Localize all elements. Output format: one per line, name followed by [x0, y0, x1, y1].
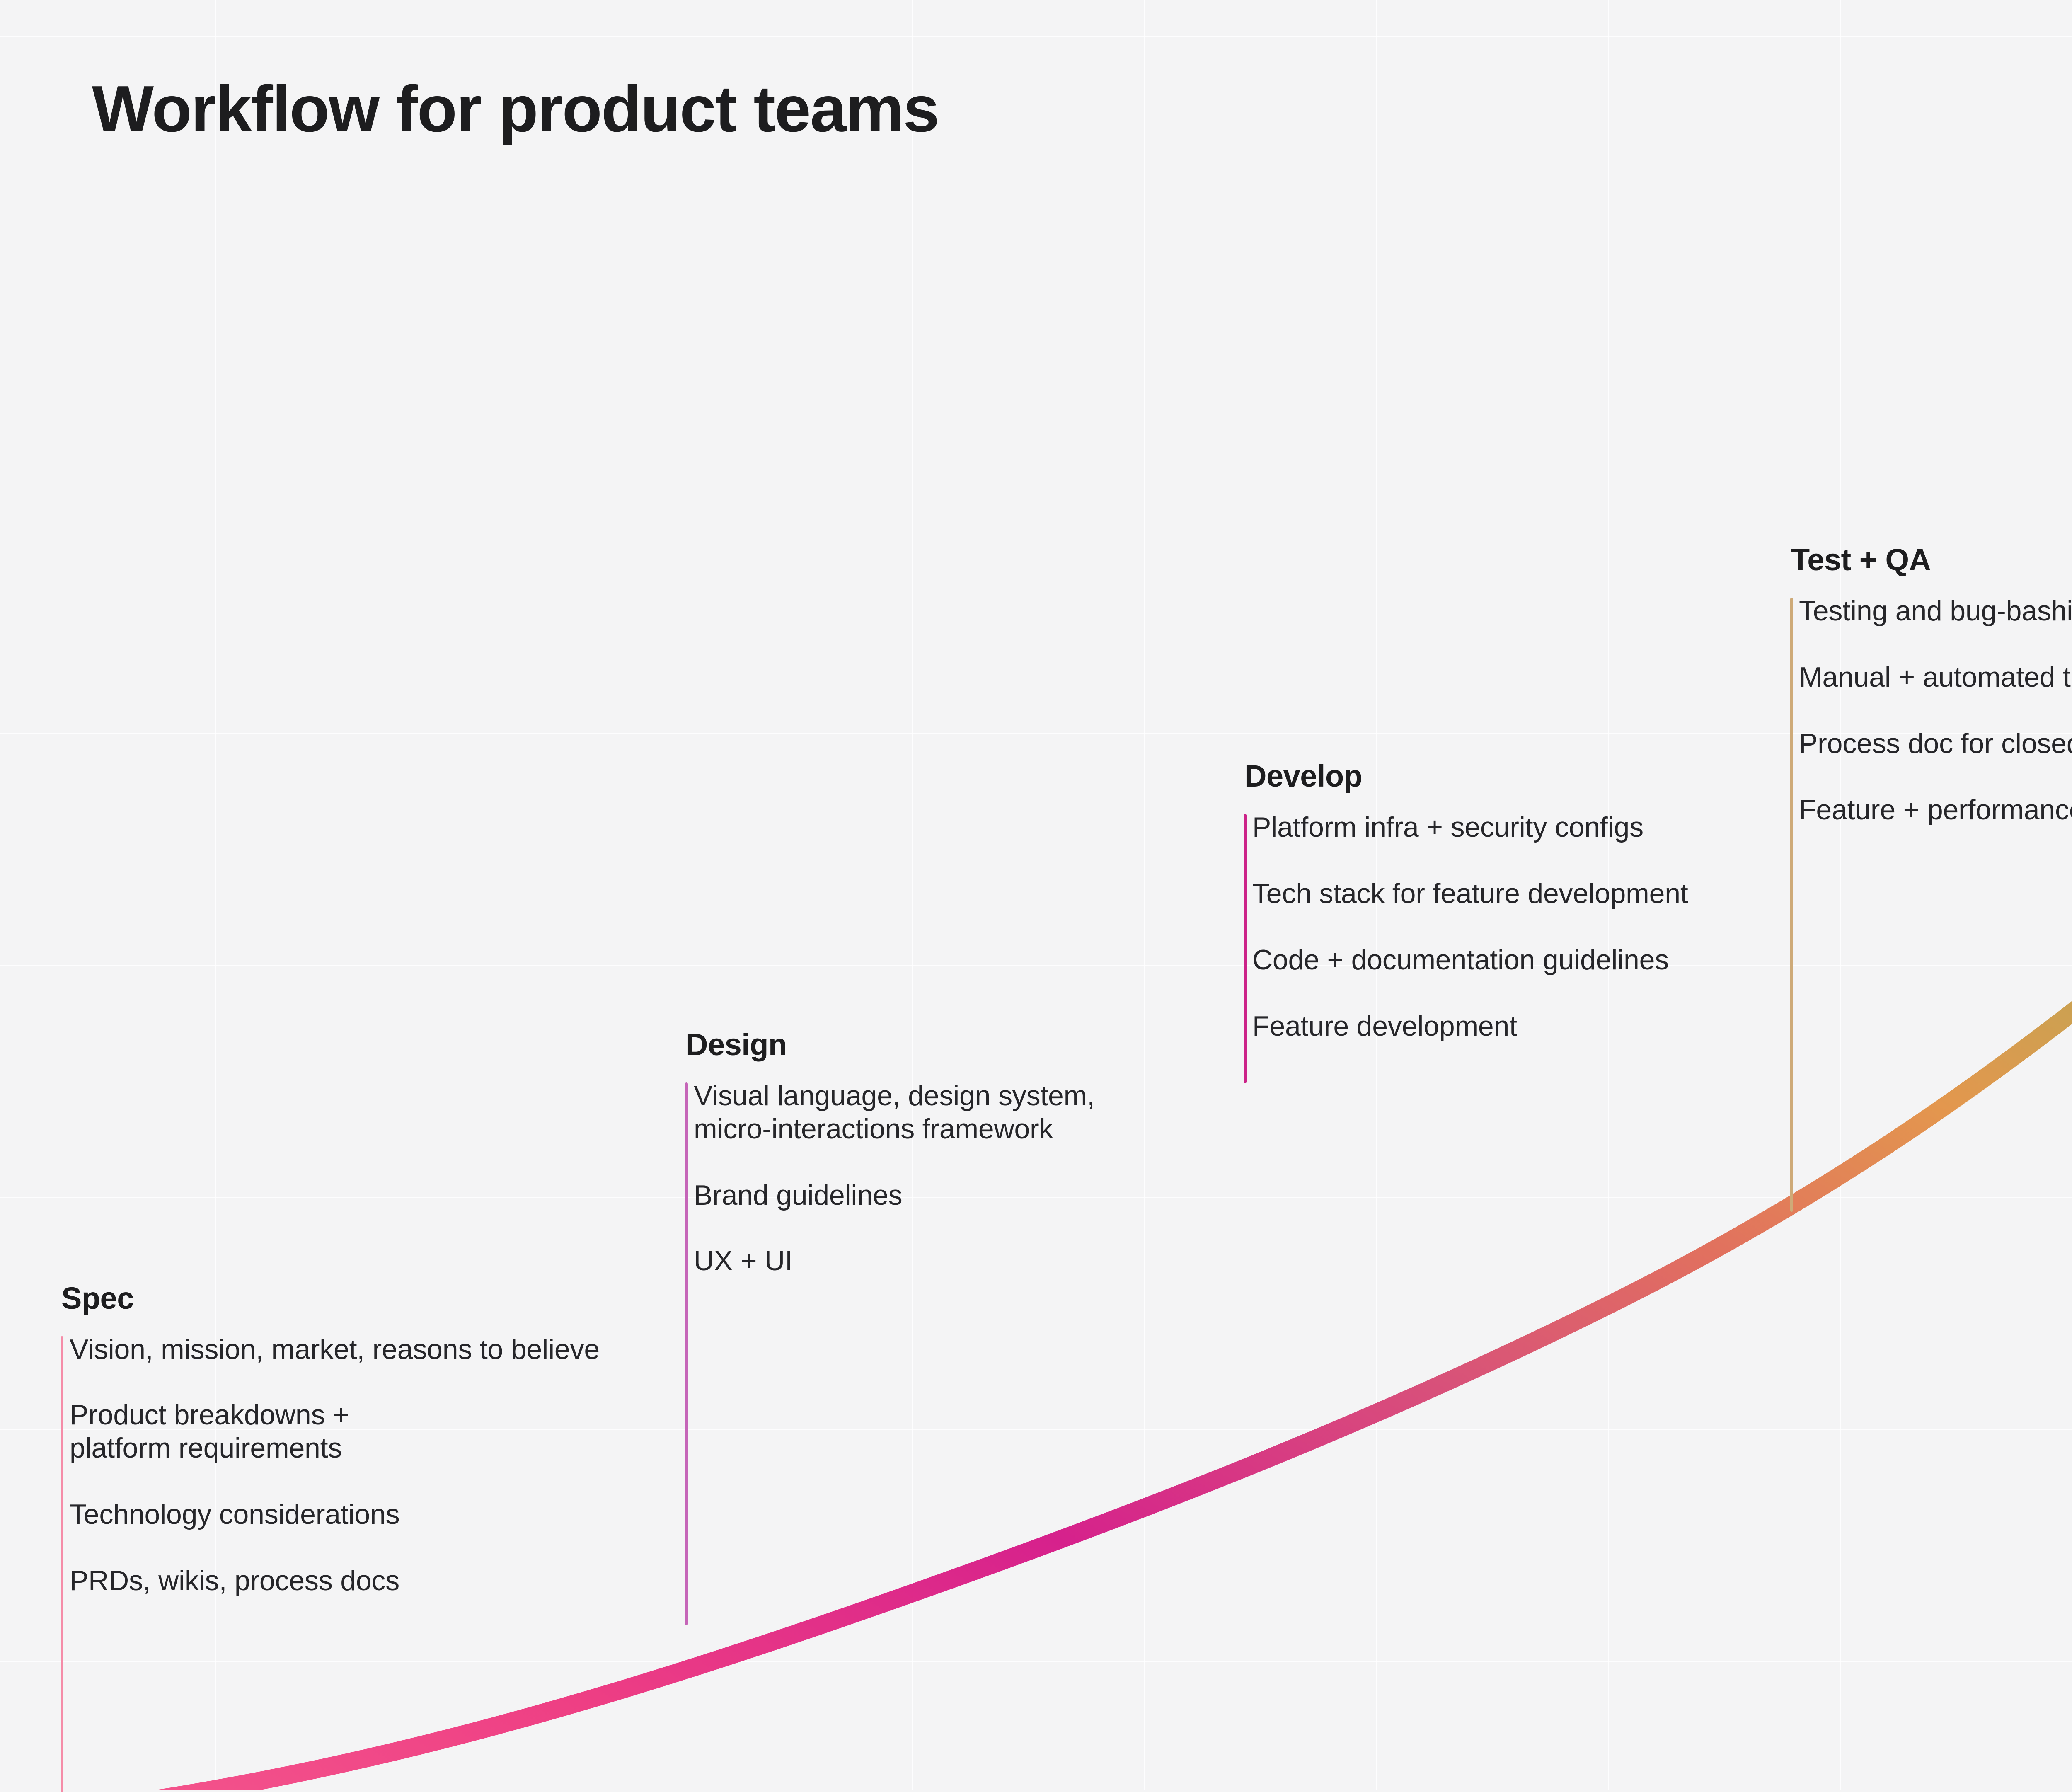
list-item: Tech stack for feature development — [1252, 878, 1688, 909]
stage-design-accent-line — [685, 1082, 688, 1625]
stage-develop-accent-line — [1244, 814, 1247, 1083]
list-item: Technology considerations — [70, 1499, 400, 1530]
list-item: Testing and bug-bashing guidelines — [1799, 595, 2072, 627]
list-item: Visual language, design system, micro-in… — [694, 1080, 1095, 1145]
list-item: Process doc for closed loop feedback — [1799, 728, 2072, 759]
page-title: Workflow for product teams — [92, 73, 939, 145]
list-item: Code + documentation guidelines — [1252, 944, 1669, 976]
list-item: Product breakdowns + platform requiremen… — [70, 1399, 349, 1464]
list-item: Brand guidelines — [694, 1179, 903, 1211]
stage-develop-header: Develop — [1244, 759, 1363, 793]
list-item: Feature development — [1252, 1010, 1517, 1042]
list-item: Vision, mission, market, reasons to beli… — [70, 1334, 600, 1365]
stage-test-qa-accent-line — [1790, 598, 1793, 1212]
list-item: PRDs, wikis, process docs — [70, 1565, 400, 1596]
stage-spec-accent-line — [61, 1336, 63, 1792]
list-item: Manual + automated test cases — [1799, 661, 2072, 693]
stage-test-qa-header: Test + QA — [1791, 542, 1931, 577]
list-item: Feature + performance quality — [1799, 794, 2072, 826]
list-item: UX + UI — [694, 1245, 793, 1276]
stage-design-header: Design — [686, 1027, 787, 1062]
stage-spec-header: Spec — [61, 1281, 134, 1315]
list-item: Platform infra + security configs — [1252, 811, 1644, 843]
